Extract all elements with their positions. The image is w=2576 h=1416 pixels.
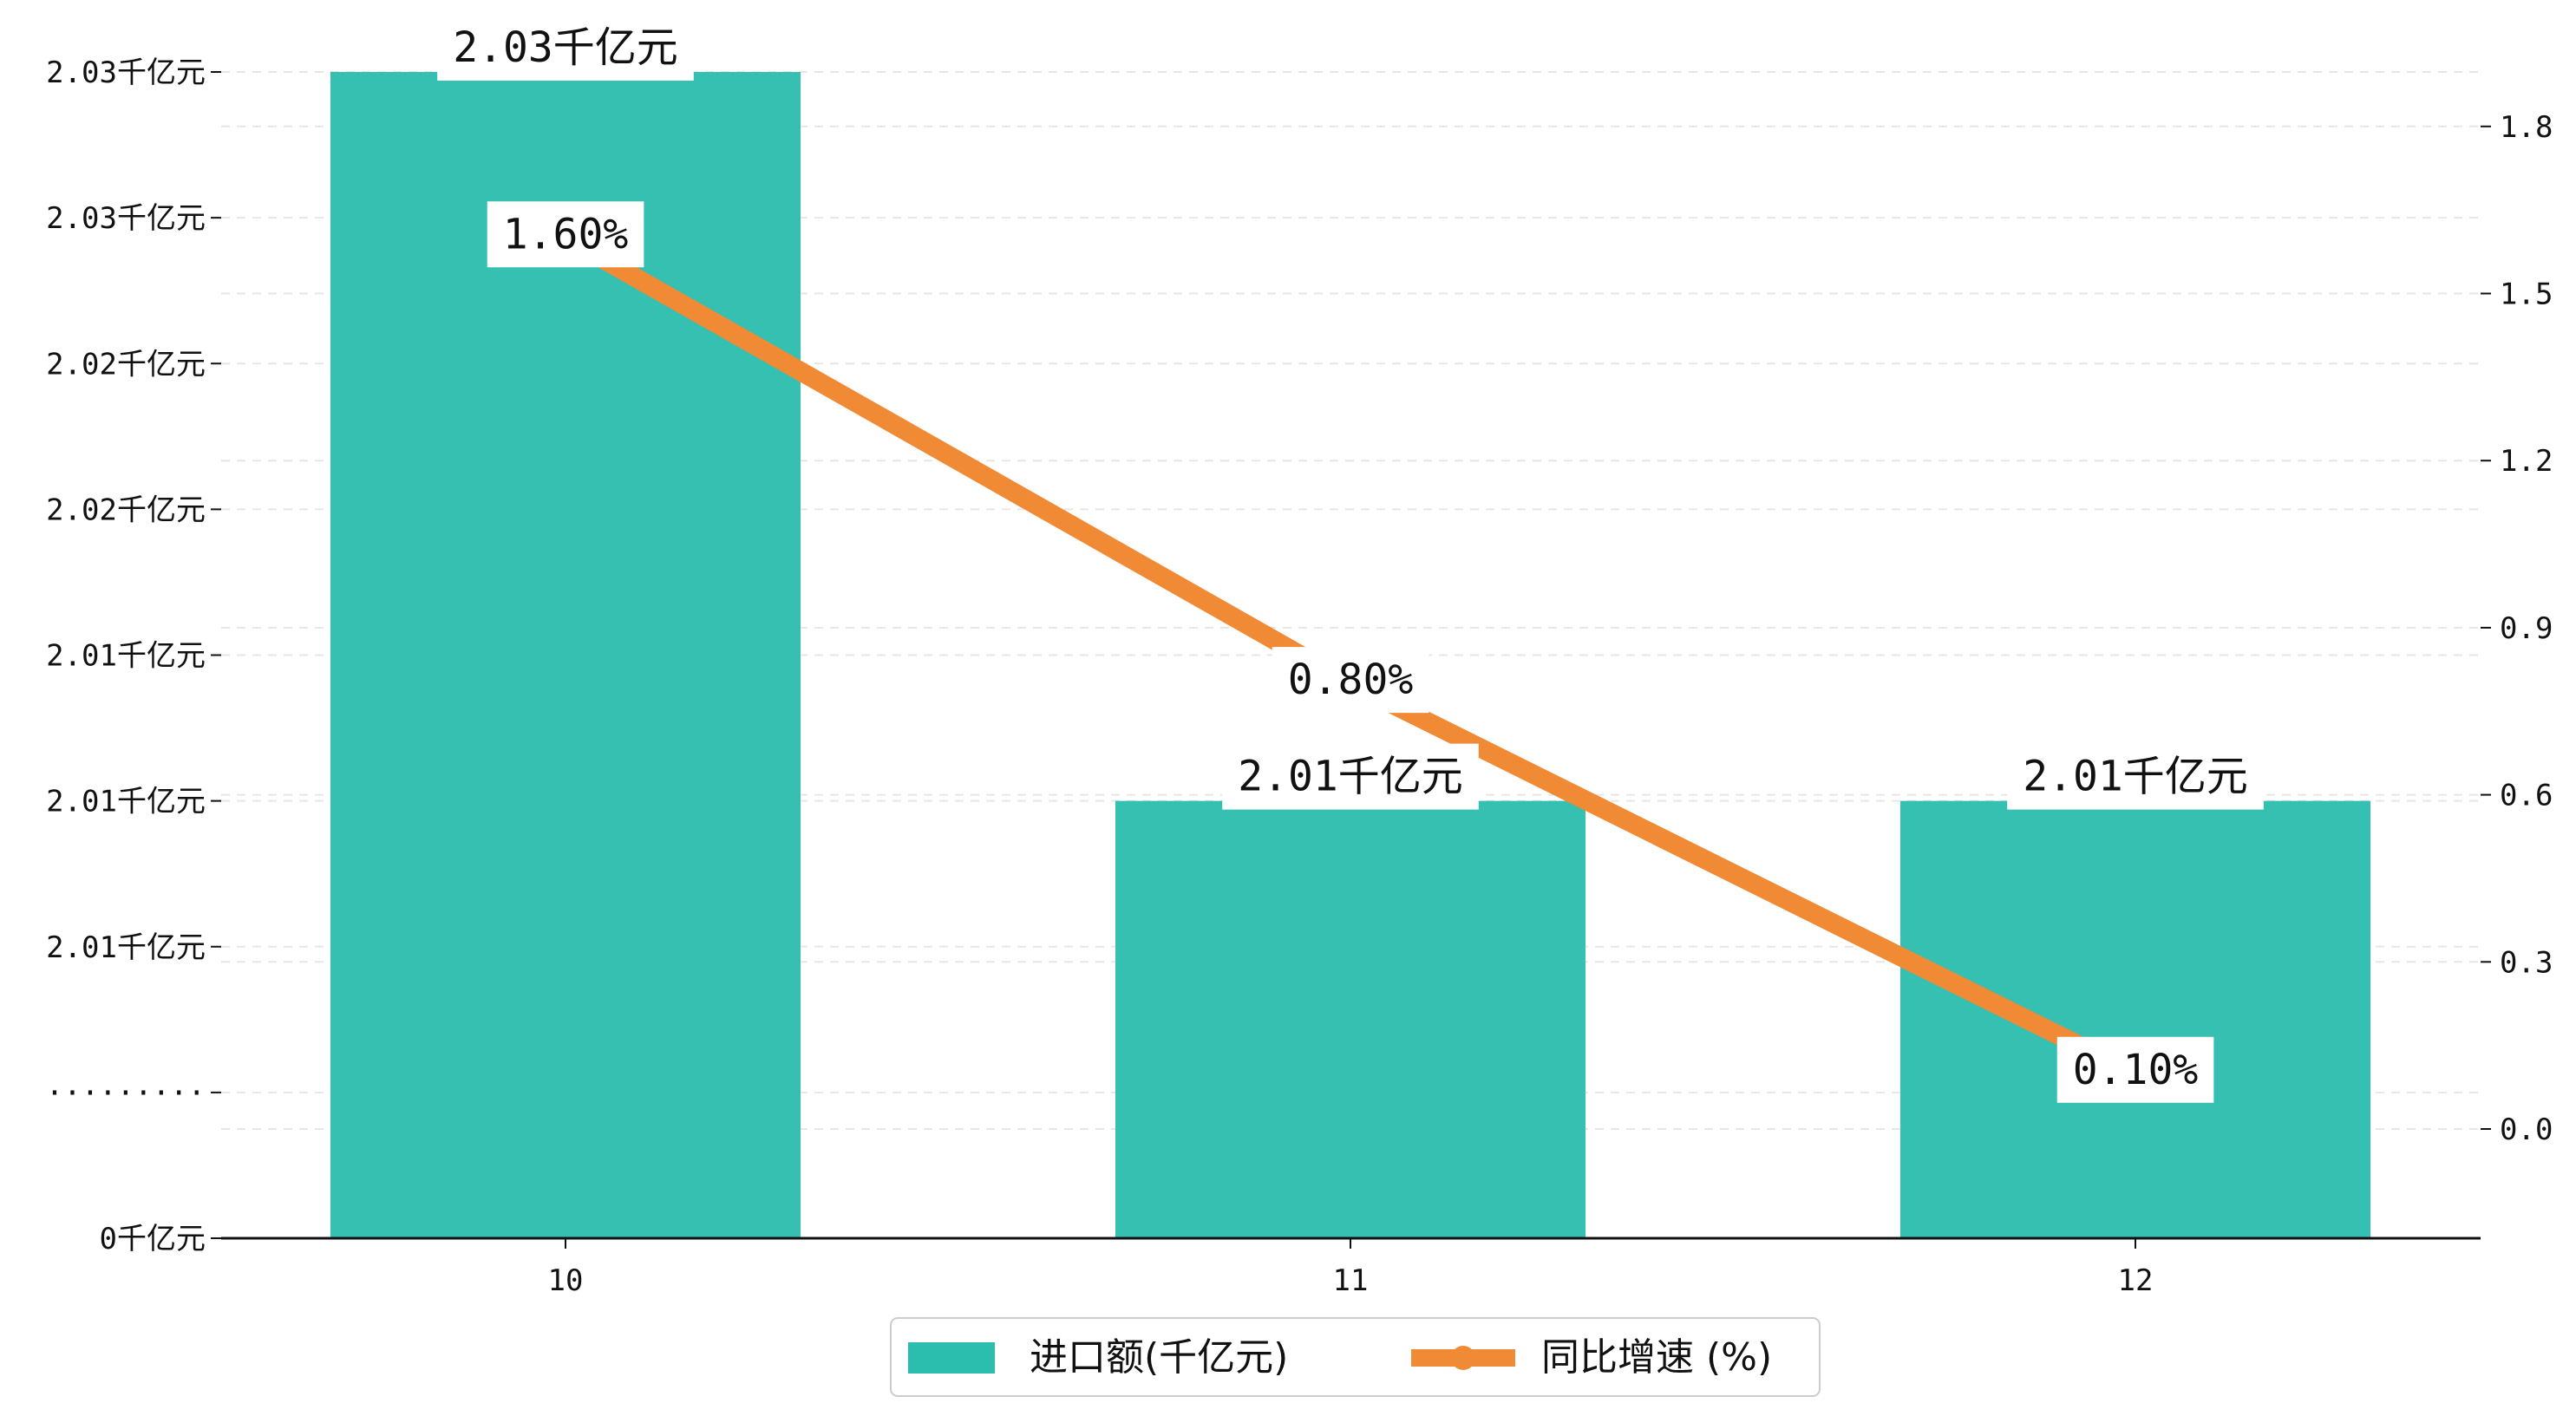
legend-box	[890, 1317, 1821, 1397]
data-labels: 2.03千亿元 2.01千亿元 2.01千亿元 1.60% 0.80% 0.10%	[437, 15, 2264, 1103]
line-value-label-bg	[487, 201, 644, 268]
legend: 进口额(千亿元) 同比增速 (%)	[890, 1317, 1821, 1397]
bar	[1900, 800, 2370, 1238]
left-tick-label: 2.03千亿元	[46, 55, 206, 90]
line-value-label: 1.60%	[503, 210, 629, 258]
bar-value-label: 2.01千亿元	[2023, 753, 2248, 801]
legend-label-bar: 进口额(千亿元)	[1030, 1335, 1288, 1380]
left-tick-label: 2.02千亿元	[46, 493, 206, 527]
x-tick-label: 10	[548, 1263, 584, 1298]
right-tick-label: 0.0	[2500, 1113, 2553, 1147]
left-tick-label: 2.02千亿元	[46, 347, 206, 382]
left-tick-label: ·········	[46, 1076, 206, 1111]
line-value-label-group: 0.80%	[1272, 647, 1429, 714]
bar-value-label-group: 2.01千亿元	[1222, 743, 1479, 810]
bar-value-label-bg	[1222, 743, 1479, 810]
right-tick-label: 1.8	[2500, 110, 2553, 145]
right-tick-label: 0.6	[2500, 779, 2553, 813]
right-tick-label: 0.3	[2500, 945, 2553, 980]
bar-value-label-group: 2.01千亿元	[2007, 743, 2264, 810]
left-tick-label: 0千亿元	[100, 1222, 206, 1256]
left-tick-label: 2.03千亿元	[46, 201, 206, 236]
right-tick-label: 1.2	[2500, 444, 2553, 479]
bar-value-label-bg	[2007, 743, 2264, 810]
bar	[1115, 800, 1585, 1238]
bar-value-label-bg	[437, 15, 694, 81]
line-value-label-group: 0.10%	[2056, 1036, 2214, 1103]
x-tick-label: 11	[1333, 1263, 1369, 1298]
bar-value-label: 2.01千亿元	[1238, 753, 1463, 801]
line-value-label-group: 1.60%	[487, 201, 644, 268]
right-tick-label: 1.5	[2500, 277, 2553, 312]
left-tick-label: 2.01千亿元	[46, 785, 206, 819]
bar-value-label: 2.03千亿元	[453, 23, 678, 72]
axes: 0千亿元 ········· 2.01千亿元 2.01千亿元 2.01千亿元 2.02千亿…	[46, 55, 2553, 1298]
bar-value-label-group: 2.03千亿元	[437, 15, 694, 81]
left-tick-label: 2.01千亿元	[46, 639, 206, 674]
line-value-label-bg	[1272, 647, 1429, 714]
legend-label-line: 同比增速 (%)	[1541, 1335, 1772, 1380]
line-value-label: 0.10%	[2073, 1046, 2199, 1094]
legend-swatch-bar	[908, 1342, 995, 1374]
right-tick-label: 0.9	[2500, 611, 2553, 646]
left-tick-label: 2.01千亿元	[46, 930, 206, 965]
line-value-label-bg	[2056, 1036, 2214, 1103]
line-value-label: 0.80%	[1288, 656, 1414, 704]
legend-swatch-marker	[1451, 1346, 1475, 1370]
x-tick-label: 12	[2118, 1263, 2154, 1298]
